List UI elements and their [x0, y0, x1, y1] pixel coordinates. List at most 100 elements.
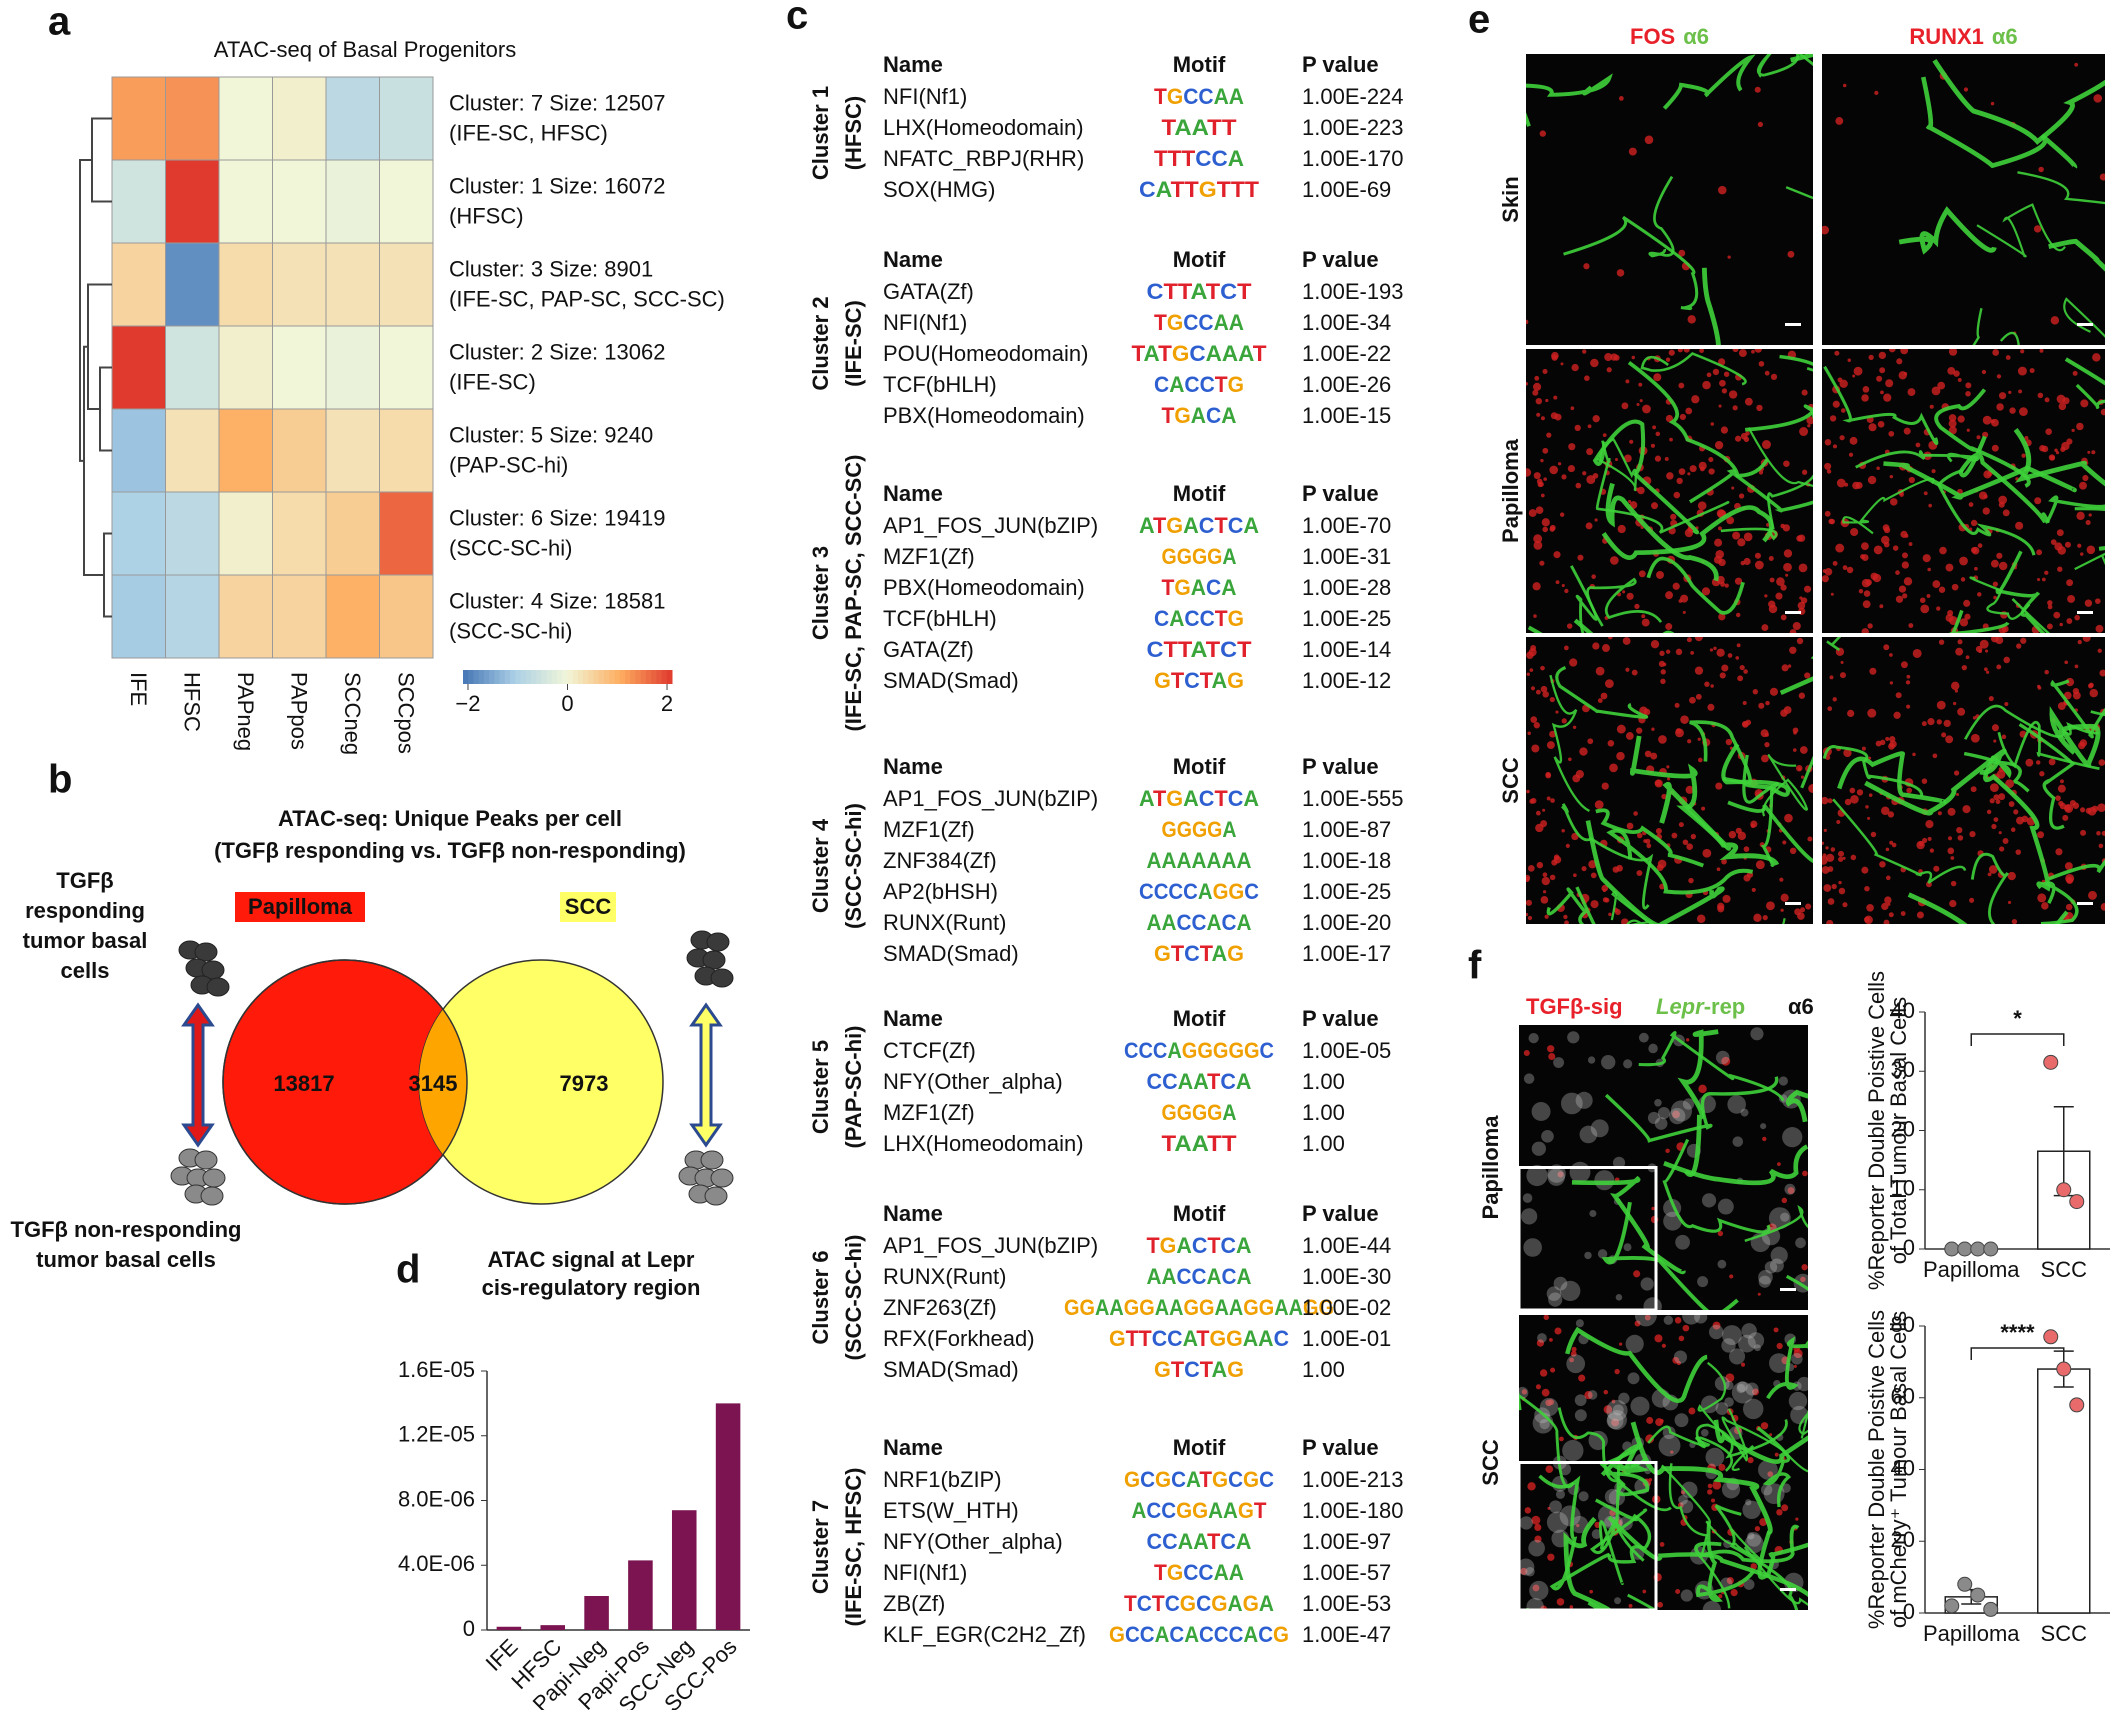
micrograph-detail	[1822, 637, 2105, 924]
signal	[1839, 672, 1847, 679]
signal	[1931, 469, 1936, 474]
signal	[1949, 899, 1957, 908]
motif-logo: GTCTAG	[1154, 1357, 1244, 1382]
signal	[1920, 76, 2078, 170]
signal	[1712, 1321, 1721, 1330]
signal	[1990, 559, 1999, 568]
column-label: IFE	[126, 672, 151, 706]
signal	[1678, 1335, 1685, 1342]
signal	[1888, 430, 1895, 437]
signal	[1606, 1399, 1628, 1422]
colorbar	[572, 670, 579, 684]
side-label: responding	[25, 898, 145, 923]
arrow	[689, 1002, 723, 1148]
signal	[1860, 554, 1865, 560]
signal	[1880, 390, 1884, 395]
signal	[1653, 373, 1662, 382]
signal	[1545, 1465, 1554, 1474]
signal	[1532, 582, 1541, 591]
side-label: cells	[61, 958, 110, 983]
signal	[1779, 877, 1784, 882]
signal	[1676, 1360, 1681, 1366]
signal	[1589, 1209, 1597, 1218]
signal	[1929, 848, 1935, 853]
signal	[1727, 653, 1733, 658]
signal	[1673, 491, 1681, 499]
signal	[1721, 742, 1791, 797]
motif-name: NFI(Nf1)	[883, 84, 967, 109]
signal	[1932, 753, 1938, 759]
signal	[1962, 805, 1971, 814]
signal	[2093, 94, 2103, 103]
p-value: 1.00E-01	[1302, 1326, 1391, 1351]
column-label: SCCneg	[340, 672, 365, 755]
signal	[1694, 1315, 1708, 1324]
signal	[1697, 1361, 1754, 1471]
side-label: tumor basal cells	[36, 1247, 216, 1272]
data-point	[2056, 1182, 2072, 1198]
venn-count: 3145	[409, 1071, 458, 1096]
signal	[1542, 447, 1549, 454]
signal	[1947, 836, 1953, 841]
signal	[1636, 870, 1643, 877]
signal	[1826, 919, 1834, 924]
col-header: Name	[883, 481, 943, 506]
signal	[1678, 249, 1686, 257]
signal	[1631, 669, 1638, 676]
p-value: 1.00E-180	[1302, 1498, 1404, 1523]
motif-logo: TATGCAAAT	[1132, 341, 1268, 366]
signal	[1582, 471, 1587, 476]
signal	[1536, 412, 1541, 417]
bar	[628, 1560, 653, 1630]
signal	[2044, 669, 2049, 675]
signal	[1591, 1529, 1602, 1540]
signal	[1527, 731, 1531, 735]
signal	[1969, 897, 1975, 903]
signal	[1526, 468, 1532, 477]
signal	[1535, 1384, 1541, 1390]
signal	[1701, 267, 1721, 345]
p-value: 1.00E-223	[1302, 115, 1404, 140]
signal	[2071, 428, 2075, 433]
signal	[1555, 1489, 1566, 1499]
signal	[1720, 474, 1813, 541]
signal	[1721, 1338, 1736, 1353]
signal	[1731, 486, 1735, 490]
signal	[2053, 611, 2061, 619]
signal	[2041, 577, 2046, 582]
x-tick-label: SCC	[2041, 1257, 2088, 1282]
signal	[1881, 902, 1889, 911]
signal	[1758, 1269, 1773, 1285]
signal	[1861, 628, 1869, 633]
signal	[2047, 600, 2053, 606]
signal	[2044, 570, 2049, 575]
colorbar	[468, 670, 474, 684]
signal	[1969, 831, 1976, 838]
motif-logo: ATGACTCA	[1139, 786, 1259, 811]
y-tick-label: 4.0E-06	[398, 1551, 475, 1576]
signal	[1726, 516, 1735, 525]
signal	[1883, 461, 2077, 500]
signal	[1583, 263, 1590, 270]
p-value: 1.00E-57	[1302, 1560, 1391, 1585]
signal	[1697, 737, 1701, 741]
signal	[1965, 382, 1972, 389]
data-point	[1983, 1601, 1999, 1617]
signal	[1539, 560, 1545, 566]
signal	[1534, 375, 1540, 381]
signal	[2066, 877, 2074, 885]
signal	[1727, 255, 1731, 259]
signal	[1958, 435, 2050, 524]
signal	[1549, 465, 1559, 475]
legend-part: TGFβ-sig	[1526, 994, 1623, 1019]
signal	[1754, 560, 1764, 570]
signal	[1570, 1350, 1577, 1357]
signal	[2088, 513, 2092, 517]
signal	[2035, 760, 2041, 765]
channel-label: RUNX1 α6	[1909, 24, 2017, 49]
p-value: 1.00	[1302, 1131, 1345, 1156]
signal	[2088, 682, 2094, 688]
signal	[1614, 458, 1619, 462]
signal	[1993, 739, 1997, 743]
signal	[2097, 648, 2102, 653]
